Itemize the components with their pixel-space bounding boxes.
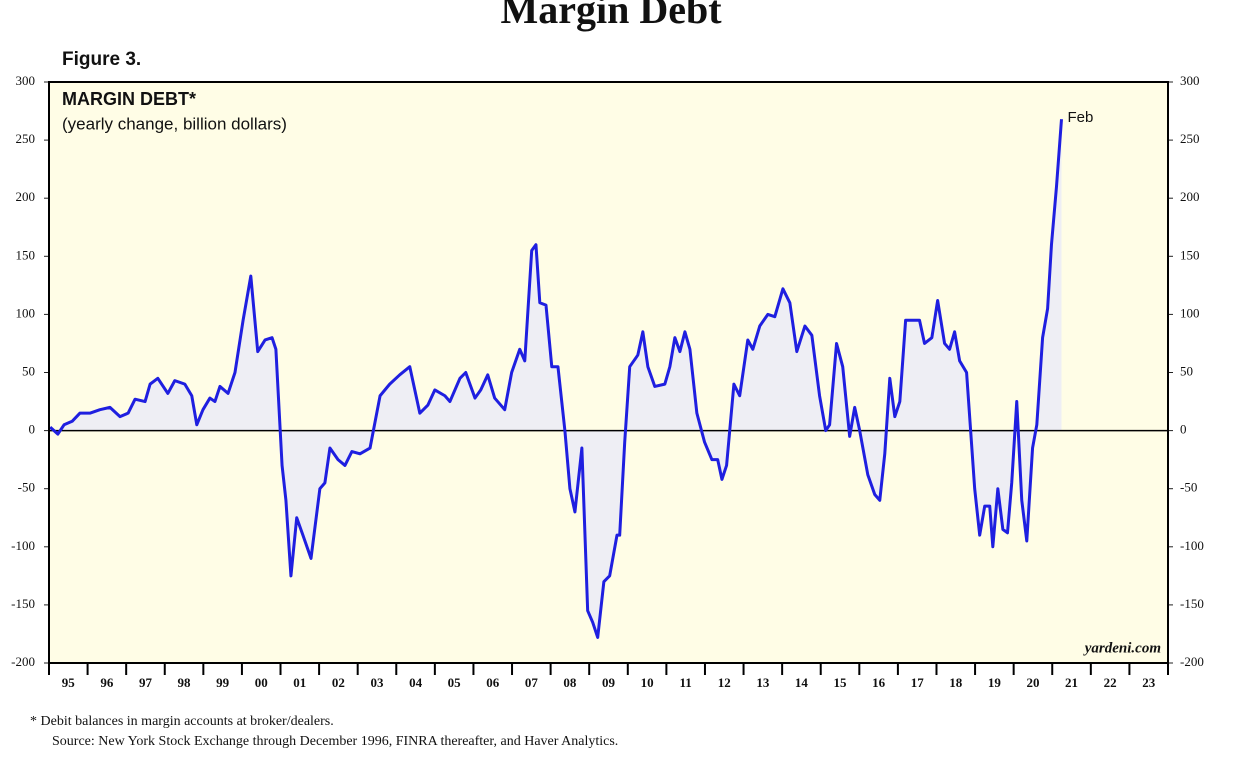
x-tick-label: 21	[1065, 675, 1078, 690]
x-tick-label: 98	[178, 675, 192, 690]
y-tick-label: -100	[11, 538, 35, 553]
y2-tick-label: -100	[1180, 538, 1204, 553]
y2-tick-label: 0	[1180, 422, 1187, 437]
y-tick-label: 300	[16, 73, 36, 88]
y-tick-label: 50	[22, 363, 35, 378]
page-title: Margin Debt	[500, 0, 722, 32]
x-tick-label: 01	[293, 675, 306, 690]
x-tick-label: 09	[602, 675, 616, 690]
y2-tick-label: 100	[1180, 305, 1200, 320]
footnote: * Debit balances in margin accounts at b…	[30, 714, 334, 729]
x-tick-label: 23	[1142, 675, 1156, 690]
x-tick-label: 05	[448, 675, 462, 690]
area	[50, 119, 1062, 638]
x-tick-label: 14	[795, 675, 809, 690]
line	[49, 119, 1063, 639]
x-tick-label: 15	[834, 675, 848, 690]
x-tick-label: 95	[62, 675, 76, 690]
x-tick-label: 97	[139, 675, 153, 690]
x-tick-label: 99	[216, 675, 230, 690]
y-tick-label: 200	[16, 189, 36, 204]
watermark: yardeni.com	[1083, 640, 1161, 656]
y-tick-label: -150	[11, 596, 35, 611]
x-tick-label: 19	[988, 675, 1002, 690]
y2-tick-label: 150	[1180, 247, 1200, 262]
x-tick-label: 07	[525, 675, 539, 690]
y-tick-label: -50	[18, 480, 35, 495]
y2-tick-label: 250	[1180, 131, 1200, 146]
plot-frame	[48, 81, 1169, 664]
x-tick-label: 06	[486, 675, 500, 690]
x-tick-label: 13	[756, 675, 770, 690]
x-tick-label: 11	[680, 675, 692, 690]
y2-tick-label: 300	[1180, 73, 1200, 88]
x-tick-label: 10	[641, 675, 654, 690]
x-tick-label: 12	[718, 675, 731, 690]
x-tick-label: 22	[1104, 675, 1117, 690]
x-tick-label: 02	[332, 675, 345, 690]
y2-tick-label: -200	[1180, 654, 1204, 669]
figure-label: Figure 3.	[62, 49, 141, 70]
x-tick-label: 20	[1026, 675, 1039, 690]
x-tick-label: 00	[255, 675, 268, 690]
y-tick-label: -200	[11, 654, 35, 669]
x-tick-label: 96	[100, 675, 114, 690]
x-tick-label: 03	[370, 675, 384, 690]
y-tick-label: 0	[29, 422, 36, 437]
x-tick-label: 16	[872, 675, 886, 690]
y-tick-label: 250	[16, 131, 36, 146]
chart-subtitle: (yearly change, billion dollars)	[62, 114, 287, 133]
annotation: Feb	[1068, 109, 1094, 126]
y2-tick-label: 50	[1180, 363, 1193, 378]
y2-tick-label: -50	[1180, 480, 1197, 495]
x-tick-label: 17	[911, 675, 925, 690]
x-tick-label: 18	[949, 675, 963, 690]
x-tick-label: 04	[409, 675, 423, 690]
source: Source: New York Stock Exchange through …	[52, 734, 618, 749]
chart-title: MARGIN DEBT*	[62, 89, 196, 109]
y-tick-label: 100	[16, 305, 36, 320]
y2-tick-label: -150	[1180, 596, 1204, 611]
x-tick-label: 08	[563, 675, 577, 690]
y2-tick-label: 200	[1180, 189, 1200, 204]
y-tick-label: 150	[16, 247, 36, 262]
